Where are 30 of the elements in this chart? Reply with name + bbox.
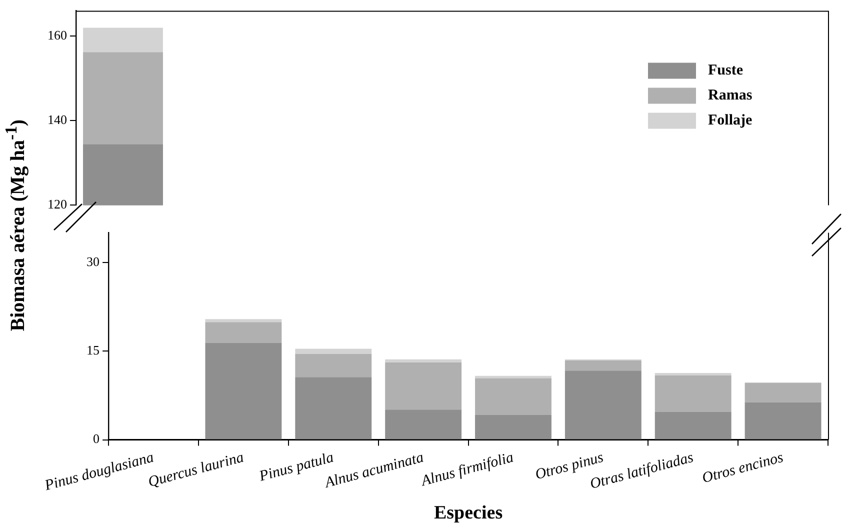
bar xyxy=(205,322,282,343)
y-tick-label: 15 xyxy=(86,342,100,358)
bar xyxy=(475,376,552,378)
legend-label: Follaje xyxy=(708,112,752,129)
legend-label: Ramas xyxy=(708,88,752,104)
bar xyxy=(475,414,552,440)
bar xyxy=(475,378,552,415)
y-tick-label: 0 xyxy=(93,431,100,446)
bar xyxy=(205,342,282,440)
bar xyxy=(744,402,822,440)
bar xyxy=(205,319,282,322)
bar xyxy=(744,383,822,403)
bar xyxy=(385,362,462,410)
bar xyxy=(385,410,462,440)
bar xyxy=(295,354,372,378)
bar xyxy=(295,348,372,354)
y-tick-label: 160 xyxy=(48,28,67,43)
x-axis-title: Especies xyxy=(434,502,503,524)
x-tick-label: Otros encinos xyxy=(700,450,786,487)
bar xyxy=(654,375,732,412)
y-tick-label: 140 xyxy=(48,112,67,128)
bar xyxy=(654,412,732,440)
bar xyxy=(654,372,732,376)
legend-label: Fuste xyxy=(708,62,744,79)
bar xyxy=(295,377,372,440)
bar xyxy=(385,359,462,362)
y-tick-label: 30 xyxy=(86,254,100,269)
bar xyxy=(564,360,642,371)
bar xyxy=(564,370,642,440)
y-tick-label: 120 xyxy=(48,196,67,212)
